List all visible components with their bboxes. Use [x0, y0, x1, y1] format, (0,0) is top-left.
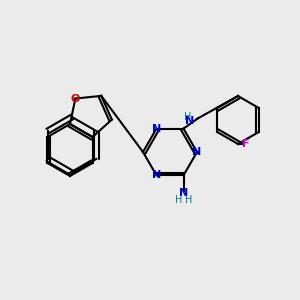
Text: O: O — [71, 94, 80, 103]
Text: N: N — [192, 147, 202, 157]
Text: N: N — [152, 124, 161, 134]
Text: N: N — [152, 170, 161, 180]
Text: H: H — [175, 195, 182, 206]
Text: N: N — [184, 116, 194, 126]
Text: N: N — [179, 188, 188, 198]
Text: H: H — [184, 112, 191, 122]
Text: H: H — [185, 195, 192, 206]
Text: F: F — [242, 139, 250, 149]
